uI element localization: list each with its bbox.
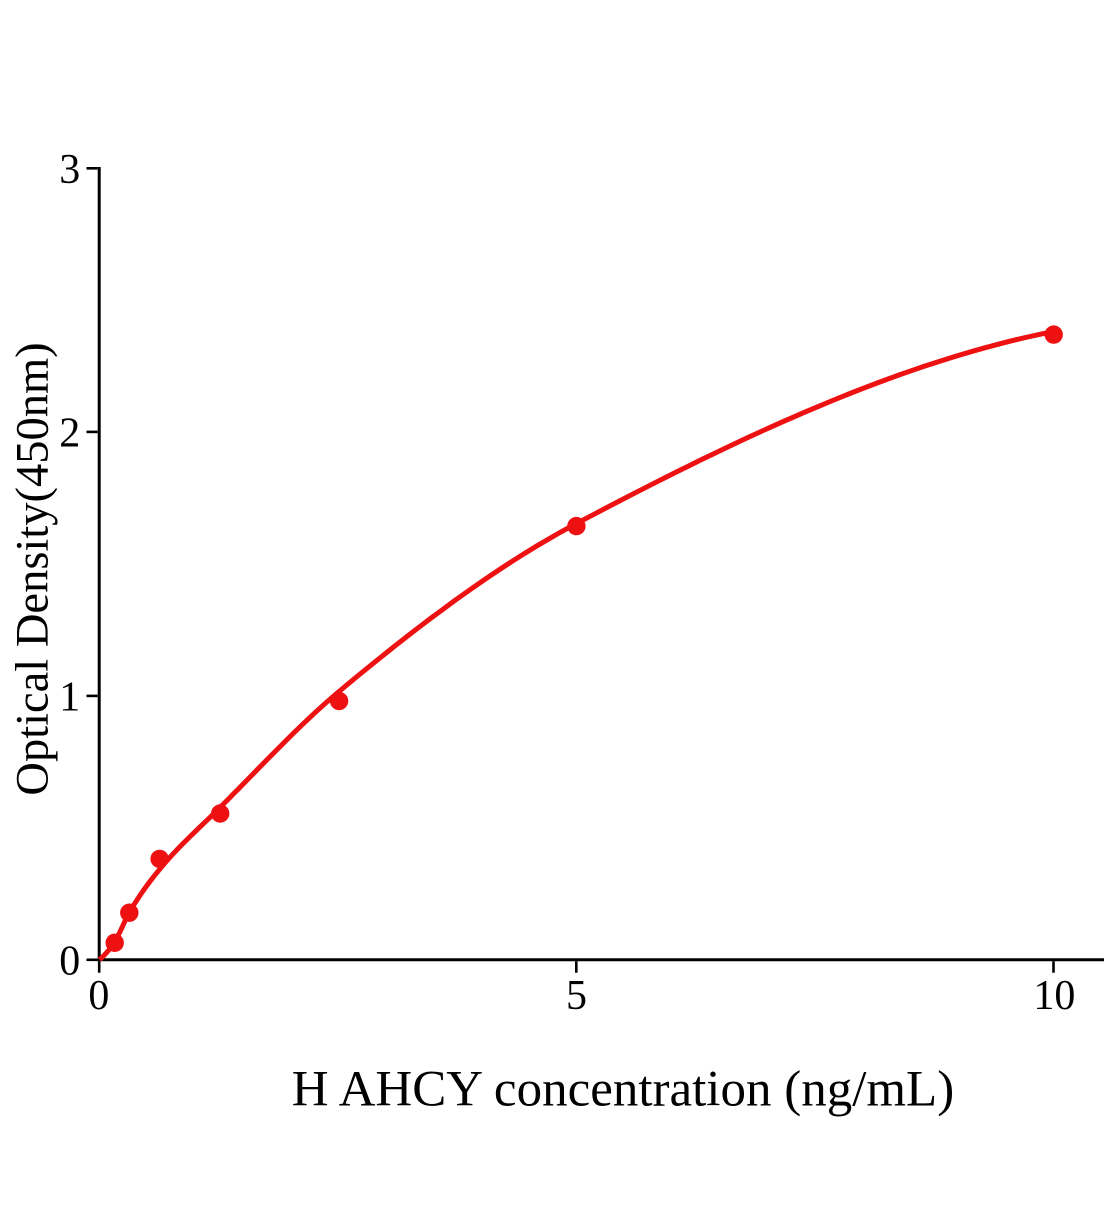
svg-text:H AHCY concentration (ng/mL): H AHCY concentration (ng/mL) (292, 1061, 954, 1117)
svg-text:1: 1 (59, 675, 80, 721)
svg-text:5: 5 (566, 973, 587, 1019)
svg-text:0: 0 (88, 973, 109, 1019)
svg-text:2: 2 (59, 411, 80, 457)
svg-text:0: 0 (59, 939, 80, 985)
svg-text:3: 3 (59, 147, 80, 193)
svg-text:Optical Density(450nm): Optical Density(450nm) (8, 342, 59, 795)
svg-text:10: 10 (1033, 973, 1075, 1019)
